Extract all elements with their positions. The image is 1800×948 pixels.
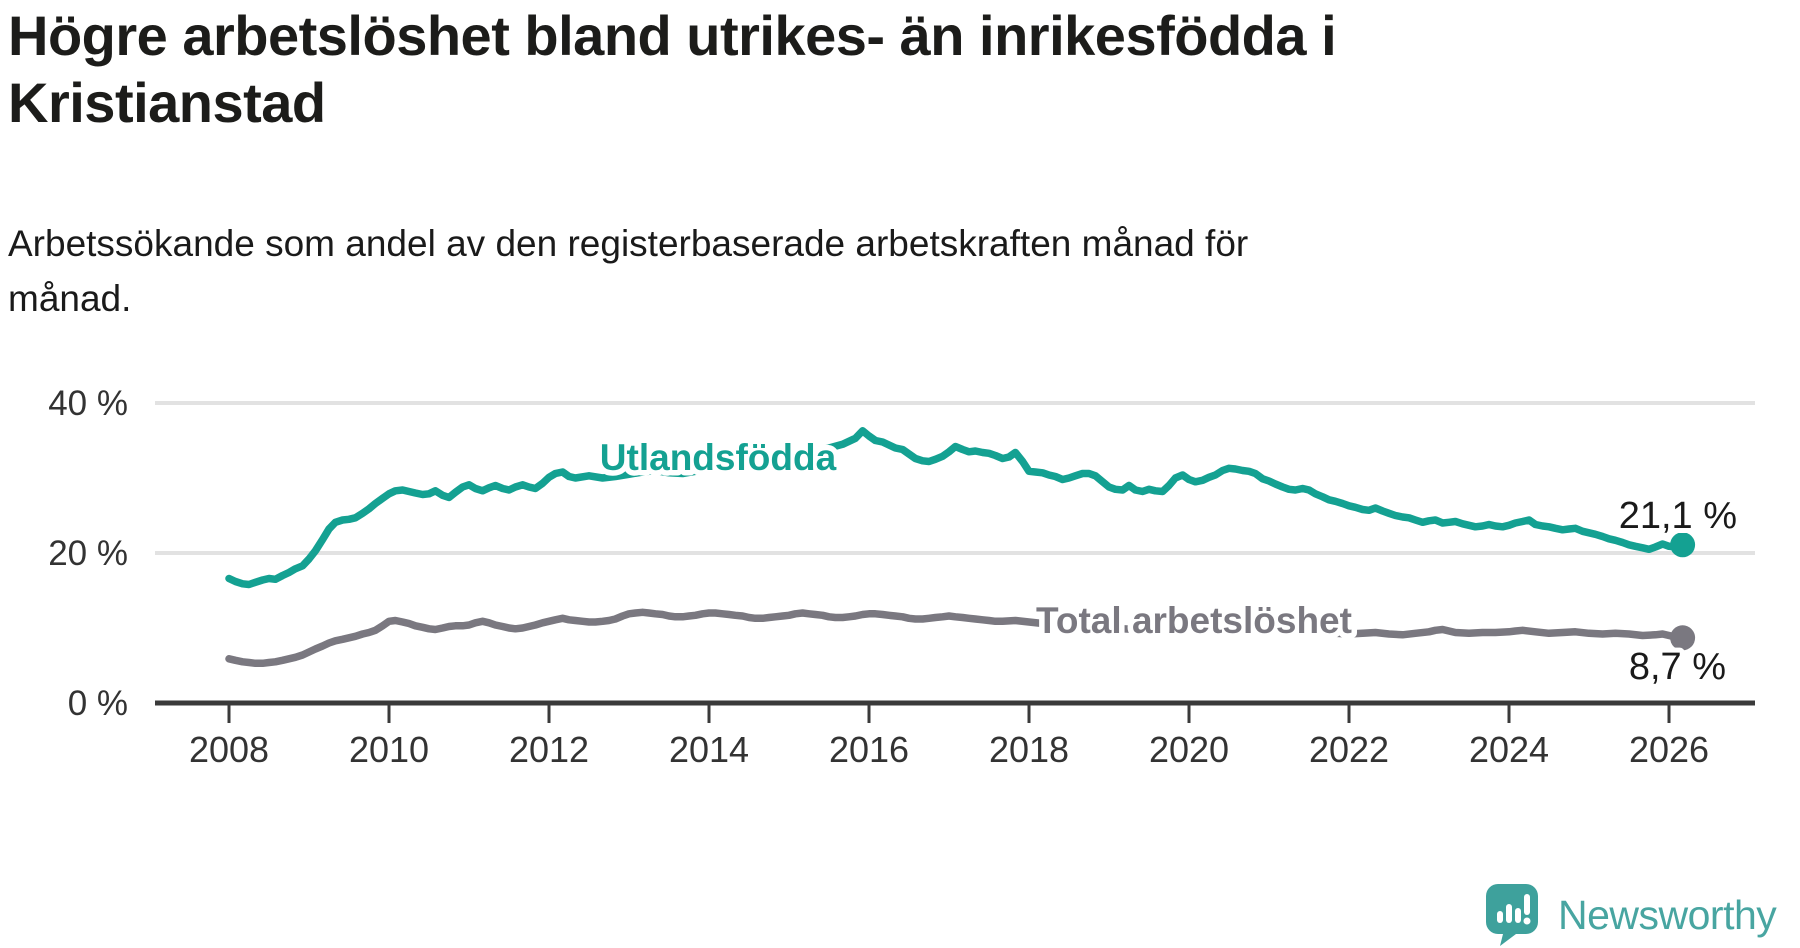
end-value-label-total: 8,7 %: [1629, 646, 1726, 688]
y-tick-label-0: 0 %: [68, 684, 128, 723]
x-axis-tick-labels: 2008 2010 2012 2014 2016 2018 2020 2022 2024 2026: [189, 729, 1709, 770]
x-tick-label-2008: 2008: [189, 729, 269, 770]
x-tick-label-2022: 2022: [1309, 729, 1389, 770]
series-lines: [225, 427, 1696, 668]
y-tick-label-40: 40 %: [48, 384, 128, 423]
series-line-utlandsfodda: [225, 427, 1687, 589]
x-axis-ticks: [227, 705, 1671, 723]
series-label-total-arbetsloshet: Total arbetslöshet: [1036, 600, 1352, 641]
newsworthy-logo[interactable]: Newsworthy: [1486, 884, 1777, 946]
newsworthy-speech-bubble-bar-chart-icon: [1486, 884, 1538, 946]
y-tick-label-20: 20 %: [48, 534, 128, 573]
page-title: Högre arbetslöshet bland utrikes- än inr…: [8, 4, 1337, 134]
x-tick-label-2020: 2020: [1149, 729, 1229, 770]
x-tick-label-2014: 2014: [669, 729, 749, 770]
x-tick-label-2016: 2016: [829, 729, 909, 770]
end-value-label-utlandsfodda: 21,1 %: [1619, 495, 1737, 537]
gridlines: [155, 401, 1755, 555]
page-subtitle: Arbetssökande som andel av den registerb…: [8, 223, 1249, 319]
newsworthy-wordmark: Newsworthy: [1558, 892, 1777, 938]
y-axis-tick-labels: 40 % 20 % 0 %: [48, 384, 128, 723]
x-tick-label-2026: 2026: [1629, 729, 1709, 770]
x-tick-label-2010: 2010: [349, 729, 429, 770]
series-label-utlandsfodda: Utlandsfödda: [600, 437, 837, 478]
series-end-dot-utlandsfodda: [1670, 532, 1696, 558]
series-end-dot-total-arbetsloshet: [1670, 625, 1696, 651]
x-tick-label-2018: 2018: [989, 729, 1069, 770]
series-line-total-arbetsloshet: [225, 608, 1687, 668]
x-tick-label-2024: 2024: [1469, 729, 1549, 770]
x-tick-label-2012: 2012: [509, 729, 589, 770]
